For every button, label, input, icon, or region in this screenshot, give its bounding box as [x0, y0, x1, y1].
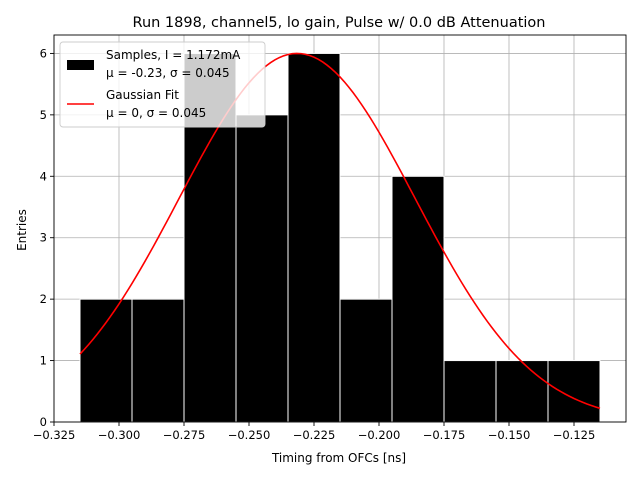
histogram-bar-5 [339, 298, 393, 423]
legend-stats-fit: μ = 0, σ = 0.045 [106, 106, 206, 120]
histogram-bar-9 [547, 360, 601, 423]
histogram-bar-8 [495, 360, 549, 423]
x-tick-label-4: −0.225 [293, 428, 336, 442]
legend-swatch-samples [67, 60, 94, 70]
x-tick-label-1: −0.300 [98, 428, 141, 442]
y-tick-label-5: 5 [40, 108, 47, 122]
y-axis-ticks: 0 1 2 3 4 5 6 [40, 46, 54, 429]
y-tick-label-2: 2 [40, 292, 47, 306]
x-tick-label-7: −0.150 [488, 428, 531, 442]
legend-stats-samples: μ = -0.23, σ = 0.045 [106, 66, 230, 80]
legend-label-fit: Gaussian Fit [106, 88, 179, 102]
histogram-bar-0 [79, 298, 133, 423]
y-tick-label-6: 6 [40, 46, 47, 60]
x-tick-label-6: −0.175 [423, 428, 466, 442]
histogram-bar-4 [287, 52, 341, 423]
y-axis-label: Entries [15, 209, 29, 251]
gaussian-fit-curve [79, 52, 601, 410]
y-tick-label-3: 3 [40, 231, 47, 245]
histogram-bar-3 [235, 114, 289, 423]
y-tick-label-1: 1 [40, 354, 47, 368]
y-tick-label-4: 4 [40, 169, 47, 183]
x-tick-label-2: −0.275 [163, 428, 206, 442]
histogram-bar-6 [391, 175, 445, 423]
histogram-bar-7 [443, 360, 497, 423]
x-tick-label-3: −0.250 [228, 428, 271, 442]
x-tick-label-5: −0.200 [358, 428, 401, 442]
y-tick-label-0: 0 [40, 415, 47, 429]
chart-title: Run 1898, channel5, lo gain, Pulse w/ 0.… [133, 15, 546, 31]
x-tick-label-0: −0.325 [33, 428, 76, 442]
legend-label-samples: Samples, I = 1.172mA [106, 48, 241, 62]
histogram-bar-1 [131, 298, 185, 423]
legend: Samples, I = 1.172mA μ = -0.23, σ = 0.04… [59, 41, 266, 128]
x-axis-ticks: −0.325 −0.300 −0.275 −0.250 −0.225 −0.200 −0.1… [33, 422, 596, 442]
legend-box [59, 41, 266, 128]
x-axis-label: Timing from OFCs [ns] [271, 451, 406, 465]
x-tick-label-8: −0.125 [553, 428, 596, 442]
plot-frame [53, 34, 627, 423]
